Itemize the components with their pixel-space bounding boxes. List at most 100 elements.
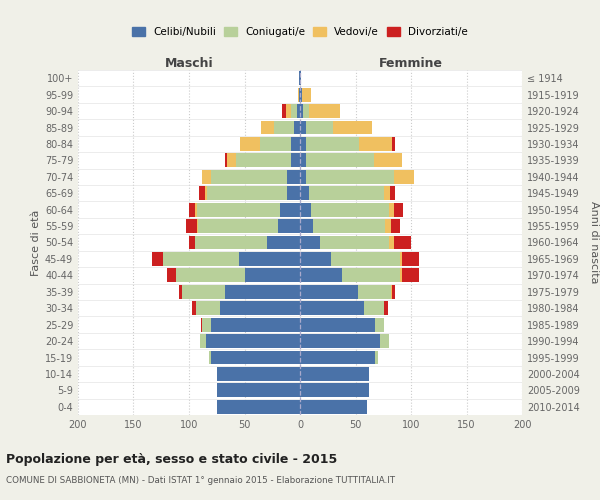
Bar (217, 367, 300, 381)
Bar (189, 202, 194, 216)
Text: Femmine: Femmine (379, 57, 443, 70)
Bar (374, 154, 402, 168)
Bar (300, 384, 369, 398)
Bar (300, 285, 358, 299)
Bar (209, 350, 211, 364)
Bar (200, 334, 206, 348)
Bar (205, 186, 207, 200)
Bar (227, 154, 236, 168)
Bar (305, 170, 394, 184)
Bar (300, 367, 369, 381)
Bar (211, 170, 287, 184)
Bar (194, 236, 266, 250)
Bar (206, 334, 300, 348)
Bar (400, 268, 402, 282)
Bar (280, 202, 300, 216)
Bar (390, 186, 395, 200)
Bar (179, 285, 182, 299)
Bar (392, 137, 395, 151)
Bar (295, 120, 300, 134)
Bar (291, 154, 300, 168)
Bar (376, 318, 385, 332)
Bar (305, 137, 359, 151)
Bar (385, 186, 390, 200)
Bar (197, 202, 280, 216)
Bar (299, 88, 300, 102)
Bar (182, 285, 224, 299)
Bar (224, 154, 227, 168)
Bar (194, 202, 197, 216)
Bar (300, 219, 313, 233)
Bar (359, 137, 392, 151)
Bar (245, 268, 300, 282)
Bar (260, 137, 291, 151)
Bar (167, 268, 176, 282)
Bar (402, 268, 419, 282)
Bar (389, 202, 394, 216)
Bar (300, 186, 309, 200)
Bar (300, 350, 376, 364)
Bar (300, 252, 331, 266)
Bar (300, 88, 302, 102)
Bar (380, 334, 389, 348)
Bar (202, 170, 211, 184)
Bar (198, 219, 278, 233)
Bar (202, 318, 211, 332)
Bar (300, 301, 364, 315)
Bar (298, 88, 299, 102)
Bar (385, 219, 391, 233)
Bar (291, 137, 300, 151)
Bar (342, 268, 400, 282)
Bar (299, 71, 300, 85)
Y-axis label: Anni di nascita: Anni di nascita (589, 201, 599, 284)
Bar (302, 88, 311, 102)
Bar (394, 236, 411, 250)
Bar (300, 104, 304, 118)
Bar (220, 301, 300, 315)
Bar (300, 71, 301, 85)
Bar (217, 384, 300, 398)
Bar (300, 137, 305, 151)
Bar (305, 154, 374, 168)
Bar (320, 236, 389, 250)
Bar (304, 104, 309, 118)
Bar (394, 170, 415, 184)
Bar (274, 120, 295, 134)
Bar (207, 186, 287, 200)
Bar (236, 154, 291, 168)
Bar (197, 219, 198, 233)
Bar (400, 252, 402, 266)
Bar (201, 318, 202, 332)
Bar (152, 252, 163, 266)
Bar (392, 285, 395, 299)
Bar (300, 236, 320, 250)
Bar (309, 186, 385, 200)
Bar (266, 236, 300, 250)
Bar (287, 170, 300, 184)
Bar (402, 252, 419, 266)
Bar (364, 301, 385, 315)
Y-axis label: Fasce di età: Fasce di età (31, 210, 41, 276)
Bar (385, 301, 388, 315)
Bar (309, 104, 340, 118)
Bar (334, 120, 372, 134)
Bar (296, 104, 300, 118)
Text: COMUNE DI SABBIONETA (MN) - Dati ISTAT 1° gennaio 2015 - Elaborazione TUTTITALIA: COMUNE DI SABBIONETA (MN) - Dati ISTAT 1… (6, 476, 395, 485)
Bar (217, 400, 300, 414)
Bar (313, 219, 385, 233)
Bar (211, 350, 300, 364)
Bar (394, 202, 403, 216)
Bar (261, 120, 274, 134)
Bar (331, 252, 400, 266)
Bar (224, 285, 300, 299)
Bar (286, 104, 291, 118)
Bar (287, 186, 300, 200)
Bar (358, 285, 391, 299)
Bar (300, 400, 367, 414)
Bar (211, 318, 300, 332)
Bar (300, 202, 311, 216)
Bar (311, 202, 389, 216)
Bar (196, 301, 220, 315)
Text: Maschi: Maschi (164, 57, 214, 70)
Bar (389, 236, 394, 250)
